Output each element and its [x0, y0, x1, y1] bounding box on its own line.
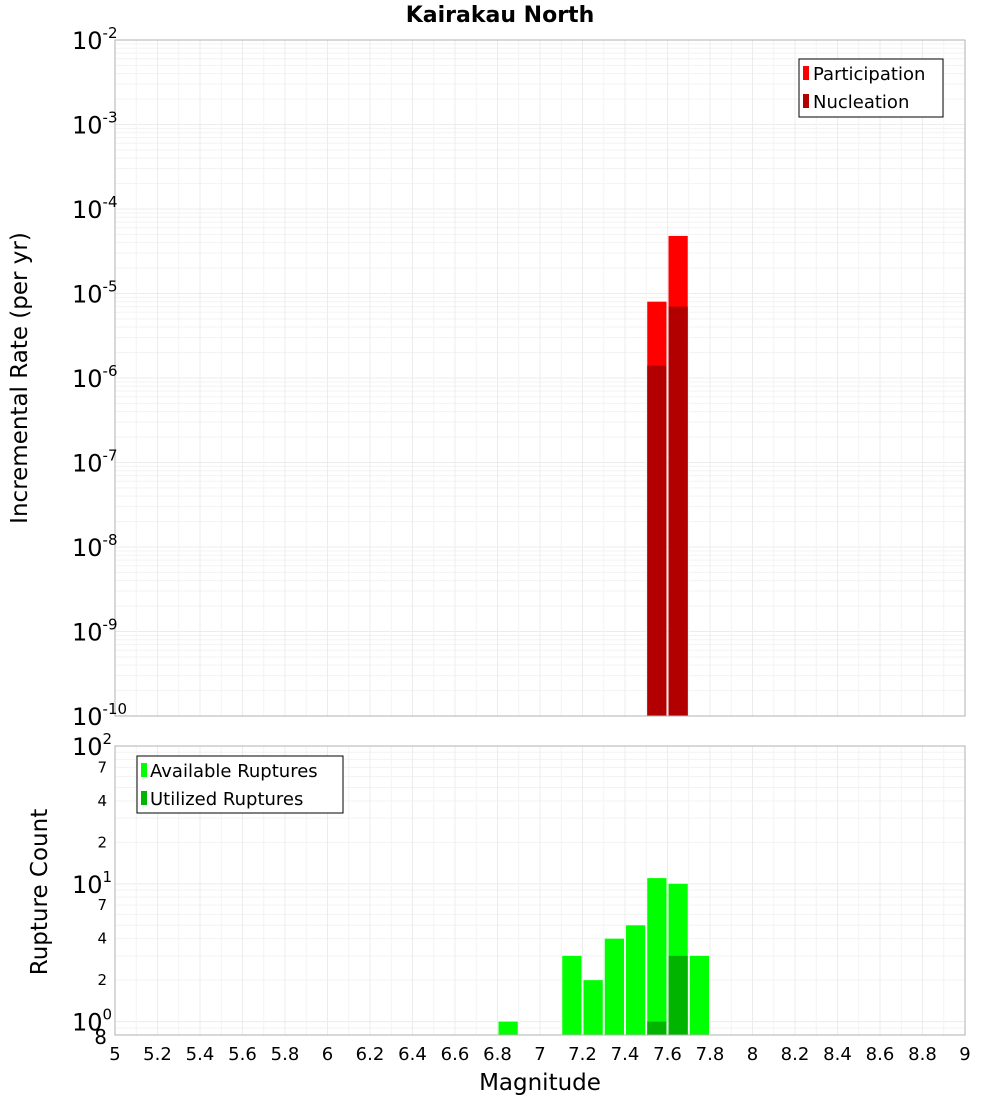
bottom-y-major-tick-label: 101: [72, 868, 112, 899]
x-tick-label: 7: [534, 1044, 545, 1065]
x-tick-label: 8.2: [781, 1044, 810, 1065]
available-ruptures-bar: [583, 980, 603, 1035]
x-tick-label: 6: [322, 1044, 333, 1065]
legend-label-participation: Participation: [813, 64, 925, 85]
top-y-tick-label: 10-8: [72, 531, 118, 562]
nucleation-bar: [668, 306, 688, 716]
bottom-y-axis-label: Rupture Count: [27, 809, 53, 975]
x-tick-label: 9: [959, 1044, 970, 1065]
bottom-y-major-tick-label: 102: [72, 730, 112, 761]
top-y-tick-label: 10-5: [72, 278, 118, 309]
top-y-tick-label: 10-2: [72, 24, 118, 55]
x-tick-label: 7.8: [696, 1044, 725, 1065]
x-tick-labels: 5 5.2 5.4 5.6 5.8 6 6.2 6.4 6.6 6.8 7 7.2 7.4 7.6 7.8 8…: [109, 1044, 970, 1065]
x-axis-label: Magnitude: [479, 1070, 601, 1096]
x-tick-label: 8: [747, 1044, 758, 1065]
bottom-y-minor-tick-label: 4: [97, 930, 107, 948]
top-y-tick-label: 10-10: [72, 700, 127, 731]
top-y-tick-labels: 10-10 10-9 10-8 10-7 10-6 10-5 10-4 10-3 10-2: [72, 24, 127, 731]
x-tick-label: 5.4: [186, 1044, 215, 1065]
top-bars: [647, 235, 688, 716]
top-y-tick-label: 10-9: [72, 616, 118, 647]
x-tick-label: 5: [109, 1044, 120, 1065]
legend-label-nucleation: Nucleation: [813, 92, 909, 113]
bottom-bars: [498, 878, 709, 1035]
top-gridlines: [114, 39, 966, 717]
bottom-y-major-tick-label: 100: [72, 1006, 112, 1037]
chart-title: Kairakau North: [406, 3, 594, 28]
top-y-axis-label: Incremental Rate (per yr): [7, 232, 33, 524]
top-y-tick-label: 10-3: [72, 109, 118, 140]
x-tick-label: 8.6: [866, 1044, 895, 1065]
bottom-y-minor-tick-label: 7: [97, 896, 107, 914]
bottom-legend-box: [136, 755, 344, 814]
x-tick-label: 7.6: [653, 1044, 682, 1065]
x-tick-label: 6.2: [356, 1044, 385, 1065]
x-tick-label: 8.8: [908, 1044, 937, 1065]
top-plot-frame: [114, 39, 966, 717]
top-y-tick-label: 10-7: [72, 447, 118, 478]
legend-swatch-utilized: [141, 791, 147, 805]
available-ruptures-bar: [498, 1021, 518, 1035]
x-tick-label: 6.4: [398, 1044, 427, 1065]
x-tick-label: 5.2: [143, 1044, 172, 1065]
legend-label-utilized: Utilized Ruptures: [150, 789, 303, 810]
available-ruptures-bar: [604, 938, 624, 1035]
x-tick-label: 8.4: [823, 1044, 852, 1065]
bottom-y-minor-tick-label: 2: [97, 971, 107, 989]
available-ruptures-bar: [689, 955, 709, 1035]
top-legend-box: [798, 58, 944, 118]
x-tick-label: 5.8: [271, 1044, 300, 1065]
x-tick-label: 6.8: [483, 1044, 512, 1065]
available-ruptures-bar: [647, 878, 667, 1035]
bottom-y-minor-tick-label: 8: [94, 1025, 107, 1049]
bottom-plot-frame: [114, 745, 966, 1036]
x-tick-label: 6.6: [441, 1044, 470, 1065]
bottom-y-minor-tick-label: 2: [97, 833, 107, 851]
available-ruptures-bar: [562, 955, 582, 1035]
x-tick-label: 7.4: [611, 1044, 640, 1065]
legend-label-available: Available Ruptures: [150, 761, 318, 782]
utilized-ruptures-bar: [668, 955, 688, 1035]
legend-swatch-available: [141, 763, 147, 777]
legend-swatch-participation: [803, 66, 809, 80]
top-legend: Participation Nucleation: [798, 58, 944, 118]
top-y-tick-label: 10-6: [72, 362, 118, 393]
bottom-y-minor-tick-label: 7: [97, 758, 107, 776]
bottom-y-tick-labels: 100 101 102 8 2 4 7 2 4 7: [72, 730, 112, 1049]
available-ruptures-bar: [626, 925, 646, 1035]
bottom-y-minor-tick-label: 4: [97, 792, 107, 810]
bottom-legend: Available Ruptures Utilized Ruptures: [136, 755, 344, 814]
x-tick-label: 5.6: [228, 1044, 257, 1065]
nucleation-bar: [647, 365, 667, 716]
utilized-ruptures-bar: [647, 1021, 667, 1035]
x-tick-label: 7.2: [568, 1044, 597, 1065]
top-y-tick-label: 10-4: [72, 193, 118, 224]
legend-swatch-nucleation: [803, 94, 809, 108]
